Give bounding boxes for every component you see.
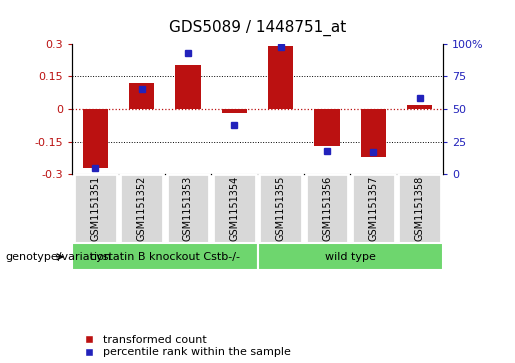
Bar [360,109,386,157]
Bar [260,174,302,243]
Text: wild type: wild type [325,252,375,262]
Bar [407,105,433,109]
Text: GSM1151357: GSM1151357 [368,176,379,241]
Text: GSM1151354: GSM1151354 [229,176,239,241]
Text: GSM1151356: GSM1151356 [322,176,332,241]
Bar [314,109,340,146]
Bar [221,109,247,113]
Legend: transformed count, percentile rank within the sample: transformed count, percentile rank withi… [78,335,291,358]
Bar [213,174,255,243]
Bar [175,65,201,109]
Bar [352,174,394,243]
Text: genotype/variation: genotype/variation [5,252,111,262]
Bar [72,243,258,270]
Text: GSM1151353: GSM1151353 [183,176,193,241]
Bar [399,174,441,243]
Bar [167,174,209,243]
Text: GDS5089 / 1448751_at: GDS5089 / 1448751_at [169,20,346,36]
Bar [82,109,108,168]
Bar [306,174,348,243]
Text: GSM1151355: GSM1151355 [276,176,286,241]
Text: GSM1151358: GSM1151358 [415,176,425,241]
Text: cystatin B knockout Cstb-/-: cystatin B knockout Cstb-/- [90,252,240,262]
Bar [129,83,154,109]
Text: GSM1151352: GSM1151352 [136,176,147,241]
Bar [268,46,294,109]
Bar [74,174,116,243]
Bar [121,174,163,243]
Text: GSM1151351: GSM1151351 [90,176,100,241]
Bar [258,243,443,270]
